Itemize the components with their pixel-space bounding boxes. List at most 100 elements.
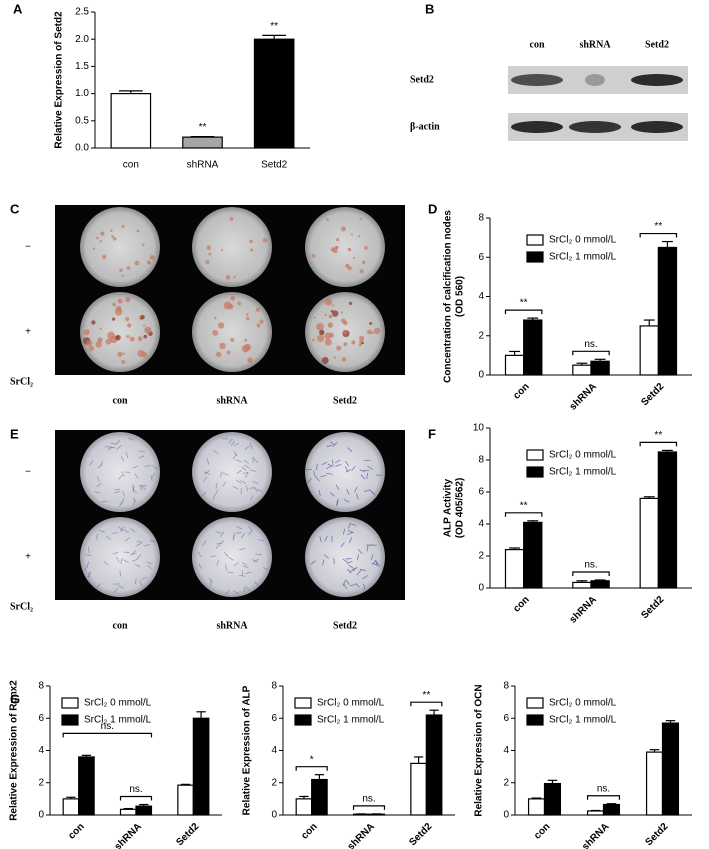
bracket — [410, 701, 443, 707]
stain-spot — [324, 332, 332, 340]
stain-spot — [347, 247, 352, 252]
stain-fiber — [144, 464, 151, 468]
bracket — [504, 309, 543, 315]
panel-label: C — [10, 201, 20, 216]
bracket — [572, 350, 610, 356]
stain-spot — [125, 296, 131, 303]
bar — [661, 722, 680, 816]
stain-fiber — [370, 554, 374, 561]
stain-spot — [140, 314, 145, 320]
stain-fiber — [204, 470, 210, 475]
stain-spot — [359, 269, 364, 274]
stain-fiber — [105, 535, 112, 540]
bracket — [119, 795, 153, 801]
legend-label: SrCl₂ 0 mmol/L — [84, 698, 152, 709]
stain-fiber — [345, 460, 350, 467]
stain-spot — [149, 255, 155, 260]
stain-fiber — [143, 543, 150, 547]
bar — [62, 798, 80, 816]
stain-spot — [121, 224, 125, 228]
well — [305, 207, 385, 287]
stain-spot — [143, 324, 146, 327]
legend-swatch — [526, 449, 544, 461]
group-label: con — [113, 395, 128, 406]
stain-spot — [228, 304, 234, 310]
stain-fiber — [118, 526, 124, 531]
stain-fiber — [352, 566, 358, 572]
y-tick-label: 2 — [478, 551, 484, 562]
y-tick-label: 6 — [38, 713, 44, 724]
well — [80, 432, 160, 512]
bar — [572, 581, 592, 589]
y-tick-label: 8 — [271, 681, 277, 692]
stain-fiber — [354, 486, 358, 493]
stain-fiber — [350, 567, 356, 573]
bar — [504, 354, 525, 376]
stain-fiber — [242, 471, 249, 474]
row-label: − — [25, 242, 31, 253]
stain-spot — [367, 329, 372, 335]
stain-spot — [88, 345, 94, 352]
x-tick-label: shRNA — [568, 594, 599, 625]
stain-spot — [341, 226, 346, 232]
x-tick-label: Setd2 — [407, 821, 434, 848]
bar — [253, 38, 295, 149]
stain-fiber — [212, 494, 216, 501]
well — [192, 517, 272, 597]
y-axis-title: Concentration of calcification nodes — [443, 210, 454, 383]
stain-spot — [134, 260, 140, 266]
stain-fiber — [141, 576, 148, 580]
stain-spot — [358, 343, 362, 347]
stain-fiber — [115, 556, 120, 563]
stain-fiber — [313, 470, 316, 477]
stain-fiber — [249, 469, 256, 472]
stain-spot — [92, 247, 96, 250]
stain-fiber — [324, 535, 328, 542]
stain-fiber — [342, 558, 348, 563]
stain-spot — [214, 316, 217, 320]
group-label: shRNA — [216, 620, 248, 631]
stain-fiber — [116, 445, 122, 450]
stain-fiber — [356, 554, 359, 561]
stain-fiber — [84, 565, 88, 571]
stain-spot — [330, 247, 336, 252]
stain-spot — [212, 329, 219, 336]
stain-spot — [237, 301, 242, 306]
stain-fiber — [242, 565, 249, 569]
stain-fiber — [213, 450, 219, 455]
bar — [657, 451, 678, 589]
stain-spot — [336, 238, 340, 242]
stain-spot — [312, 338, 315, 342]
x-tick-label: con — [123, 160, 139, 171]
y-tick-label: 0 — [503, 810, 509, 821]
stain-fiber — [351, 465, 356, 471]
stain-fiber — [215, 544, 221, 549]
stain-spot — [362, 260, 366, 264]
stain-spot — [336, 345, 342, 351]
stain-fiber — [236, 469, 243, 474]
stain-fiber — [329, 492, 335, 497]
y-tick-label: 2 — [478, 330, 484, 341]
stain-fiber — [343, 499, 350, 503]
stain-spot — [319, 329, 325, 336]
stain-spot — [111, 235, 114, 238]
y-tick-label: 8 — [478, 213, 484, 224]
legend-label: SrCl₂ 1 mmol/L — [549, 715, 617, 726]
stain-fiber — [136, 553, 142, 560]
bracket — [62, 732, 153, 738]
legend-swatch — [294, 697, 312, 709]
stain-fiber — [118, 474, 123, 480]
stain-fiber — [232, 485, 239, 490]
stain-spot — [369, 322, 373, 325]
y-axis-title: Relative Expression of Runx2 — [9, 680, 20, 821]
stain-fiber — [360, 474, 366, 480]
stain-fiber — [355, 582, 360, 588]
stain-fiber — [326, 444, 333, 448]
stain-fiber — [244, 445, 250, 450]
stain-fiber — [121, 497, 125, 504]
stain-fiber — [236, 526, 243, 530]
bar — [586, 810, 605, 816]
x-tick-label: con — [66, 821, 86, 841]
stain-fiber — [334, 459, 341, 464]
annotation: ** — [654, 221, 662, 232]
